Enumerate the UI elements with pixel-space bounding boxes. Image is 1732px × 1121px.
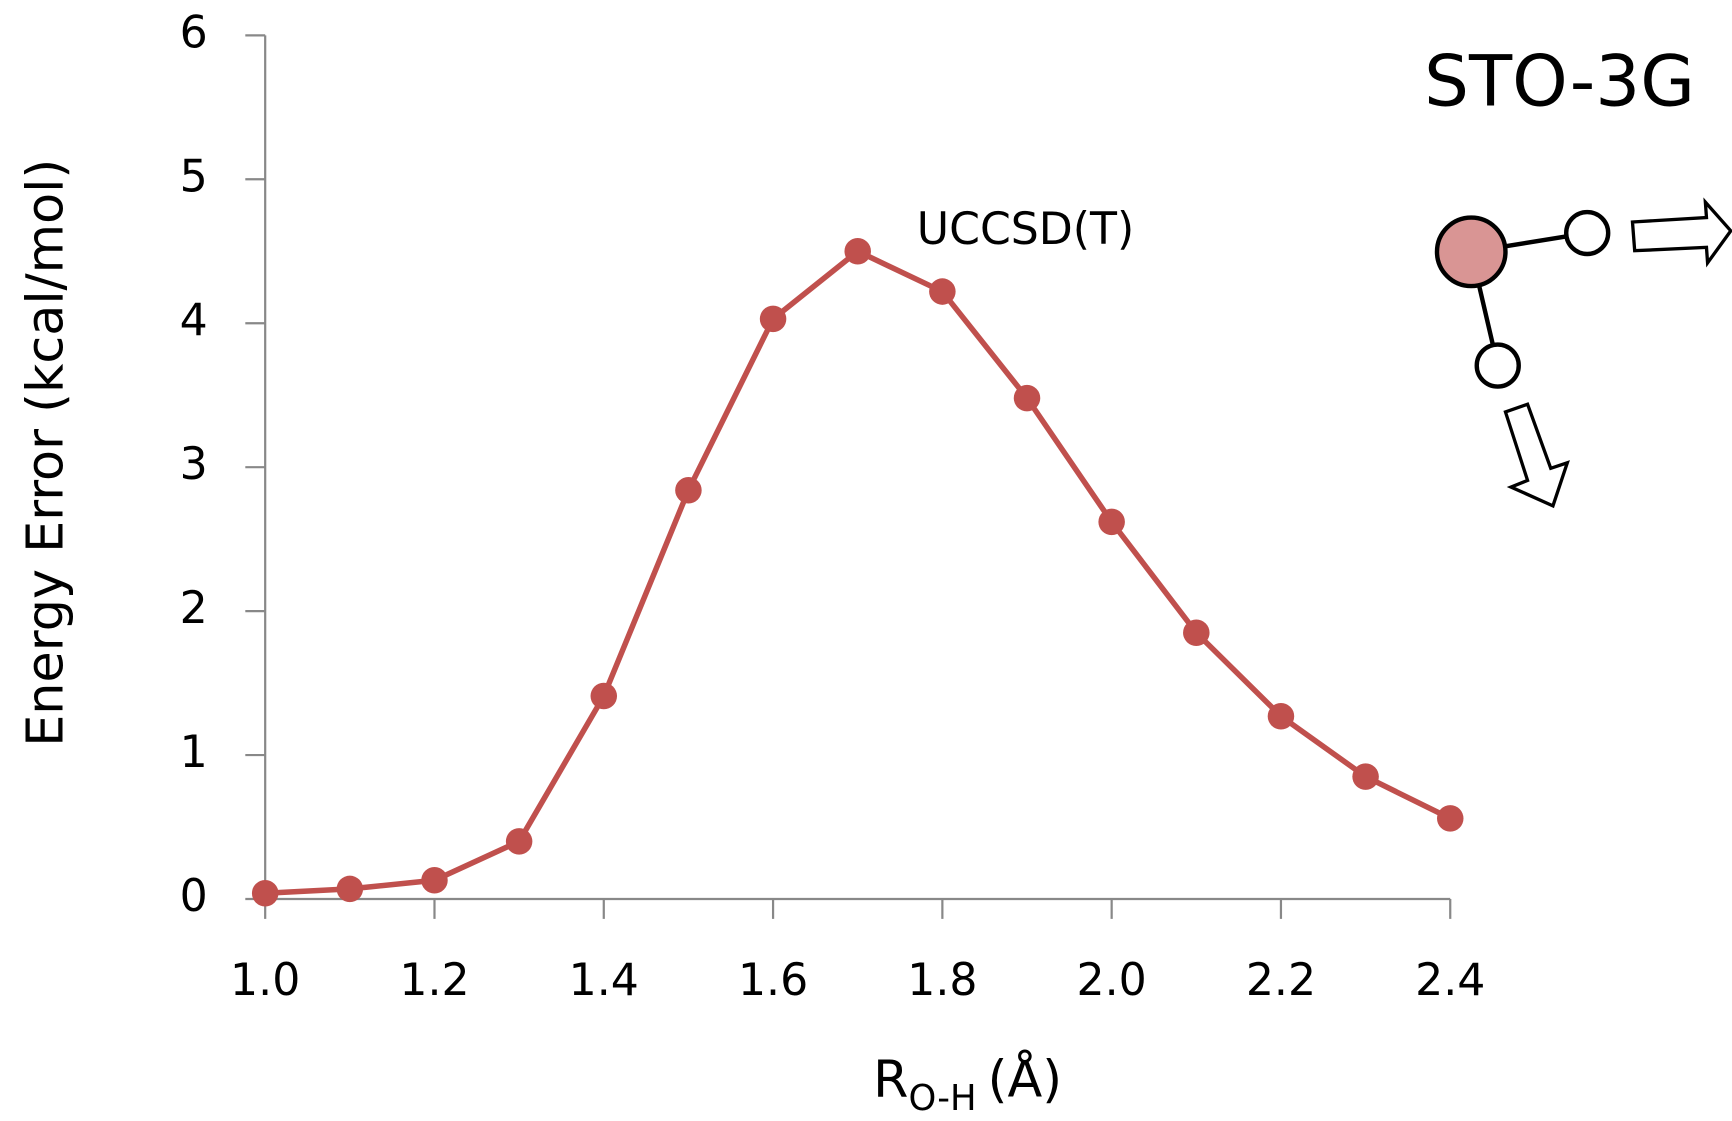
molecule-diagram (1434, 197, 1732, 509)
series-line (265, 248, 1452, 897)
y-tick-label: 5 (180, 151, 208, 202)
hydrogen-atom (1474, 342, 1521, 389)
data-point (1098, 508, 1125, 536)
y-axis-label: Energy Error (kcal/mol) (16, 159, 75, 747)
x-label-main: R (873, 1049, 908, 1108)
x-label-sub: O-H (908, 1078, 976, 1119)
y-tick-label: 4 (180, 295, 208, 346)
y-tick-label: 3 (180, 439, 208, 490)
data-point (844, 238, 871, 265)
x-axis-label: RO-H (Å) (873, 1047, 1062, 1119)
x-label-unit: (Å) (988, 1047, 1062, 1108)
y-tick-label: 6 (180, 7, 208, 58)
data-point (421, 867, 448, 894)
x-tick-label: 1.0 (230, 955, 300, 1006)
x-tick-label: 2.2 (1246, 955, 1316, 1006)
data-point (1436, 805, 1464, 832)
data-point (590, 682, 618, 710)
x-tick-label: 2.0 (1077, 955, 1147, 1006)
data-point (675, 476, 702, 504)
hydrogen-atom (1564, 209, 1611, 257)
x-tick-label: 1.8 (907, 955, 977, 1006)
series-annotation: UCCSD(T) (917, 204, 1134, 255)
y-tick-label: 1 (180, 727, 208, 778)
displacement-arrow (1503, 402, 1570, 509)
chart-title: STO-3G (1424, 40, 1695, 123)
data-point (336, 875, 364, 903)
x-tick-label: 1.6 (738, 955, 808, 1006)
x-tick-label: 2.4 (1415, 955, 1485, 1006)
data-point (505, 828, 533, 855)
x-tick-label: 1.4 (569, 955, 639, 1006)
data-point (1352, 763, 1379, 790)
displacement-arrow (1630, 197, 1732, 268)
y-tick-label: 0 (180, 871, 208, 922)
data-point (1267, 702, 1295, 730)
data-point (929, 278, 956, 305)
y-tick-label: 2 (180, 583, 208, 634)
data-point (1183, 619, 1210, 646)
data-point (759, 305, 787, 333)
oxygen-atom (1434, 215, 1508, 289)
x-tick-label: 1.2 (399, 955, 469, 1006)
data-point (1013, 384, 1041, 412)
data-point (251, 879, 279, 907)
